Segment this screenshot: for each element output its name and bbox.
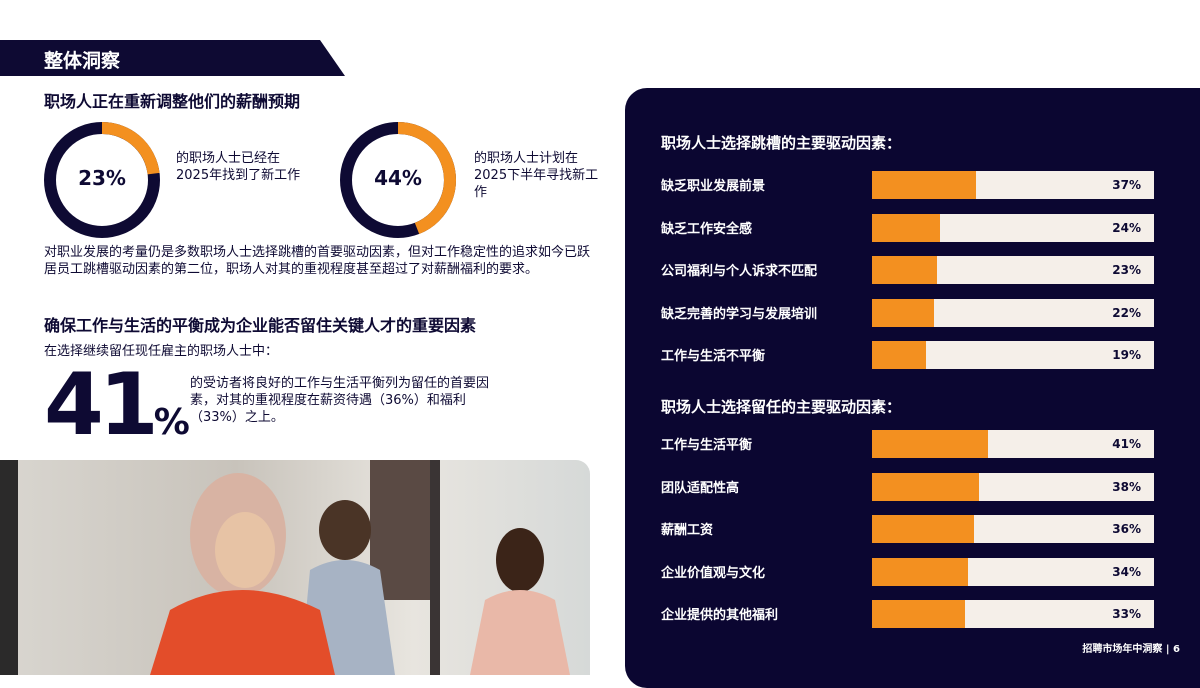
section-title: 整体洞察 — [44, 50, 121, 72]
donut-chart-44: 44% — [338, 120, 458, 240]
big-stat-number: 41 — [44, 355, 159, 455]
bar-fill — [872, 213, 940, 242]
chart-title-stay: 职场人士选择留任的主要驱动因素： — [661, 398, 902, 416]
bar-track: 33% — [872, 600, 1154, 628]
bar-label: 薪酬工资 — [661, 523, 714, 538]
office-photo — [0, 460, 590, 675]
bar-label: 公司福利与个人诉求不匹配 — [661, 264, 818, 279]
bar-fill — [872, 430, 988, 458]
bar-fill — [872, 298, 935, 327]
page-footer: 招聘市场年中洞察 | 6 — [1082, 644, 1180, 655]
bar-label: 工作与生活不平衡 — [661, 349, 766, 364]
bar-track: 38% — [872, 472, 1154, 501]
big-stat-unit: % — [153, 402, 190, 443]
big-stat-text: 的受访者将良好的工作与生活平衡列为留任的首要因素，对其的重视程度在薪资待遇（36… — [190, 376, 490, 425]
bar-track: 23% — [872, 256, 1154, 284]
bar-label: 企业提供的其他福利 — [661, 608, 779, 623]
bar-value: 33% — [1112, 607, 1141, 621]
bar-label: 企业价值观与文化 — [661, 565, 766, 581]
heading-worklife: 确保工作与生活的平衡成为企业能否留住关键人才的重要因素 — [44, 316, 477, 335]
bar-track: 34% — [872, 557, 1154, 586]
bar-label: 工作与生活平衡 — [661, 438, 753, 453]
bar-row: 缺乏职业发展前景 37% — [661, 171, 1161, 199]
bar-value: 22% — [1112, 305, 1141, 320]
bar-value: 34% — [1112, 564, 1141, 579]
bar-value: 23% — [1112, 263, 1141, 277]
bar-value: 38% — [1112, 479, 1141, 494]
bar-value: 41% — [1112, 437, 1141, 451]
bar-row: 缺乏工作安全感 24% — [661, 213, 1161, 242]
heading-salary: 职场人正在重新调整他们的薪酬预期 — [44, 92, 301, 111]
bar-fill — [872, 515, 974, 543]
bar-fill — [872, 600, 966, 628]
bar-label: 团队适配性高 — [661, 480, 740, 496]
bar-label: 缺乏完善的学习与发展培训 — [661, 306, 818, 322]
bar-fill — [872, 171, 977, 199]
bar-value: 19% — [1112, 348, 1141, 362]
chart-title-leave: 职场人士选择跳槽的主要驱动因素： — [661, 134, 902, 152]
donut-label: 23% — [78, 166, 126, 190]
bar-value: 24% — [1112, 220, 1141, 235]
subtext: 在选择继续留任现任雇主的职场人士中： — [44, 344, 279, 359]
section-banner: 整体洞察 — [0, 40, 345, 76]
donut-chart-23: 23% — [42, 120, 162, 240]
bar-label: 缺乏工作安全感 — [661, 221, 753, 237]
bar-row: 缺乏完善的学习与发展培训 22% — [661, 298, 1161, 327]
bar-row: 企业价值观与文化 34% — [661, 557, 1161, 586]
bar-track: 37% — [872, 171, 1154, 199]
bar-track: 19% — [872, 341, 1154, 369]
donut-text: 的职场人士已经在2025年找到了新工作 — [176, 151, 301, 183]
bar-row: 薪酬工资 36% — [661, 515, 1161, 543]
bar-fill — [872, 341, 926, 369]
bar-value: 36% — [1112, 522, 1141, 536]
big-stat: 41% — [44, 360, 190, 468]
bar-value: 37% — [1112, 178, 1141, 192]
bar-track: 22% — [872, 298, 1154, 327]
bar-row: 企业提供的其他福利 33% — [661, 600, 1161, 628]
donut-text: 的职场人士计划在2025下半年寻找新工作 — [474, 151, 599, 200]
donut-fill — [340, 122, 456, 238]
bar-fill — [872, 557, 968, 586]
bar-track: 24% — [872, 213, 1154, 242]
bar-row: 团队适配性高 38% — [661, 472, 1161, 501]
donut-fill — [44, 122, 160, 238]
bar-track: 36% — [872, 515, 1154, 543]
paragraph: 对职业发展的考量仍是多数职场人士选择跳槽的首要驱动因素，但对工作稳定性的追求如今… — [44, 245, 591, 277]
bar-fill — [872, 256, 937, 284]
bar-row: 工作与生活不平衡 19% — [661, 341, 1161, 369]
donut-label: 44% — [374, 166, 422, 190]
drivers-panel: 职场人士选择跳槽的主要驱动因素： 缺乏职业发展前景 37% 缺乏工作安全感 24% 公司… — [625, 88, 1200, 688]
bar-fill — [872, 472, 980, 501]
bar-track: 41% — [872, 430, 1154, 458]
bar-label: 缺乏职业发展前景 — [661, 179, 766, 194]
bar-row: 工作与生活平衡 41% — [661, 430, 1161, 458]
bar-row: 公司福利与个人诉求不匹配 23% — [661, 256, 1161, 284]
